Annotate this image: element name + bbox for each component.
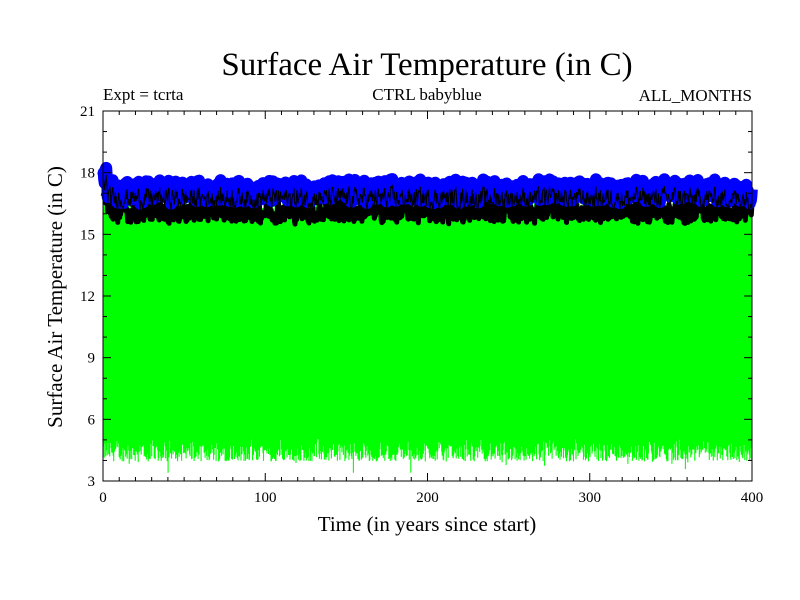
y-tick-label: 9	[88, 351, 96, 367]
subtitle-right: ALL_MONTHS	[639, 86, 752, 105]
subtitle-left: Expt = tcrta	[103, 85, 184, 104]
x-axis-label: Time (in years since start)	[318, 512, 537, 536]
series-monthly-green	[102, 201, 753, 473]
axes: 0 100 200 300 400 3 6 9 12 15 18 21	[80, 104, 763, 506]
series-annual-blue	[97, 161, 758, 210]
plot-area	[97, 161, 758, 473]
subtitle-center: CTRL babyblue	[372, 85, 481, 104]
y-tick-label: 18	[80, 166, 95, 182]
x-tick-label: 300	[579, 490, 602, 506]
series-annual-blue-edge	[102, 174, 753, 213]
y-axis-label: Surface Air Temperature (in C)	[43, 166, 67, 428]
x-tick-label: 0	[99, 490, 107, 506]
chart-title: Surface Air Temperature (in C)	[221, 47, 632, 83]
y-tick-label: 6	[88, 412, 96, 428]
y-tick-label: 21	[80, 104, 95, 120]
x-tick-label: 400	[741, 490, 764, 506]
y-tick-label: 3	[88, 474, 96, 490]
y-tick-label: 15	[80, 227, 95, 243]
y-tick-label: 12	[80, 289, 95, 305]
x-tick-label: 100	[254, 490, 277, 506]
x-tick-label: 200	[416, 490, 439, 506]
